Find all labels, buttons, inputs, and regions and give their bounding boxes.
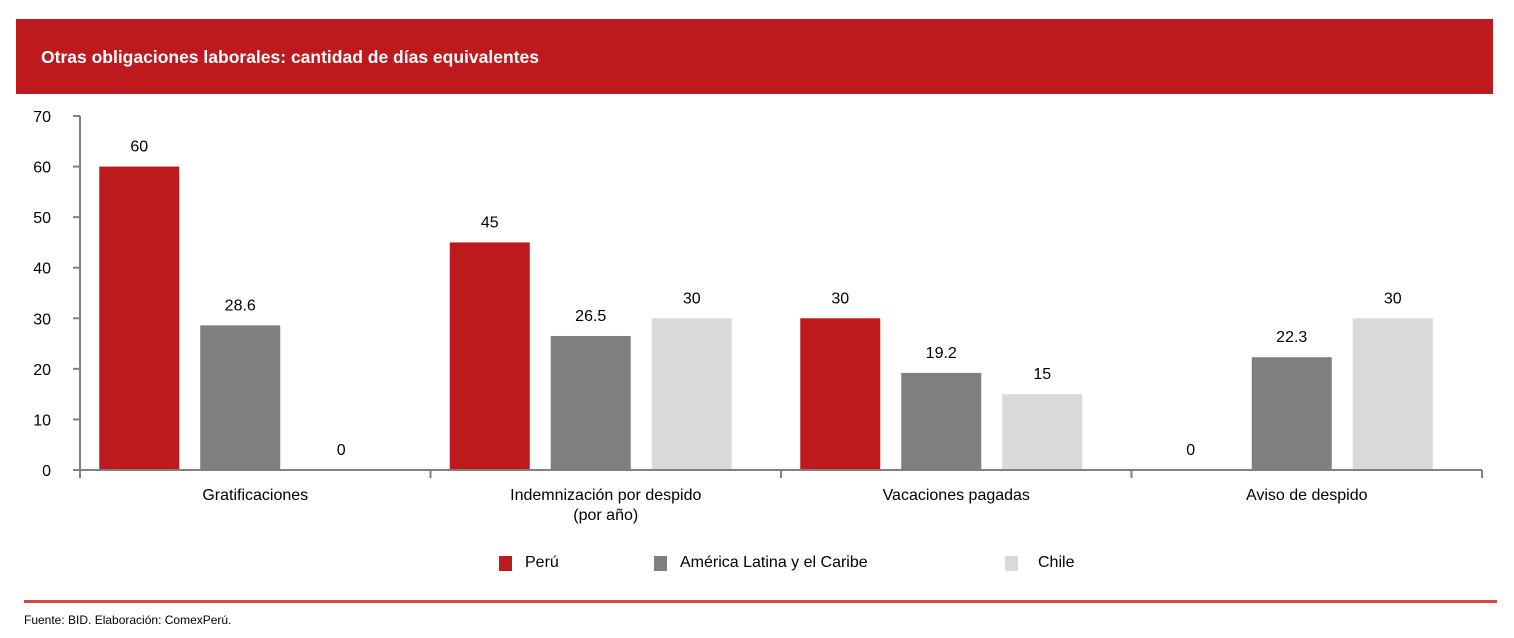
y-tick-label: 70 bbox=[33, 109, 51, 126]
data-label: 22.3 bbox=[1276, 329, 1307, 346]
x-category-label: Vacaciones pagadas bbox=[883, 487, 1030, 504]
bar bbox=[1352, 318, 1433, 469]
data-label: 45 bbox=[481, 214, 499, 231]
bar bbox=[99, 166, 180, 470]
bar bbox=[449, 242, 530, 469]
x-category-label: (por año) bbox=[573, 507, 638, 524]
bar bbox=[651, 318, 732, 469]
data-label: 30 bbox=[683, 290, 701, 307]
legend-item-peru: Perú bbox=[499, 554, 559, 572]
y-tick-label: 20 bbox=[33, 362, 51, 379]
x-category-label: Gratificaciones bbox=[202, 487, 308, 504]
chart-title: Otras obligaciones laborales: cantidad d… bbox=[41, 47, 539, 67]
y-tick-label: 60 bbox=[33, 160, 51, 177]
data-label: 30 bbox=[831, 290, 849, 307]
data-label: 60 bbox=[130, 139, 148, 156]
legend-label-peru: Perú bbox=[525, 554, 559, 571]
data-label: 0 bbox=[1186, 442, 1195, 459]
legend-item-chile: Chile bbox=[1005, 554, 1074, 572]
data-label: 0 bbox=[337, 442, 346, 459]
bar bbox=[200, 325, 281, 469]
legend-label-chile: Chile bbox=[1038, 554, 1075, 571]
legend-swatch-america-latina bbox=[654, 555, 667, 571]
data-label: 19.2 bbox=[926, 345, 957, 362]
legend-label-america-latina: América Latina y el Caribe bbox=[680, 554, 868, 571]
y-tick-label: 50 bbox=[33, 210, 51, 227]
legend: Perú América Latina y el Caribe Chile bbox=[0, 554, 1514, 576]
y-tick-label: 40 bbox=[33, 261, 51, 278]
legend-item-america-latina: América Latina y el Caribe bbox=[654, 554, 868, 572]
y-tick-label: 30 bbox=[33, 311, 51, 328]
bar-chart: 0 10 20 30 40 50 60 70 60 28.6 0 Gratificaciones 45 2… bbox=[33, 109, 1483, 524]
bar bbox=[800, 318, 881, 469]
y-tick-label: 0 bbox=[42, 463, 51, 480]
bar bbox=[1002, 394, 1083, 469]
x-category-label: Aviso de despido bbox=[1246, 487, 1368, 504]
title-banner: Otras obligaciones laborales: cantidad d… bbox=[16, 19, 1493, 94]
x-category-label: Indemnización por despido bbox=[510, 487, 701, 504]
data-label: 30 bbox=[1384, 290, 1402, 307]
bar bbox=[901, 372, 982, 469]
data-label: 28.6 bbox=[225, 297, 256, 314]
data-label: 15 bbox=[1033, 366, 1051, 383]
legend-swatch-peru bbox=[499, 555, 512, 571]
data-label: 26.5 bbox=[575, 308, 606, 325]
source-note: Fuente: BID. Elaboración: ComexPerú. bbox=[24, 613, 232, 627]
bottom-rule bbox=[24, 600, 1497, 603]
bar bbox=[550, 335, 631, 469]
legend-swatch-chile bbox=[1005, 555, 1018, 571]
bar bbox=[1251, 357, 1332, 469]
y-tick-label: 10 bbox=[33, 412, 51, 429]
